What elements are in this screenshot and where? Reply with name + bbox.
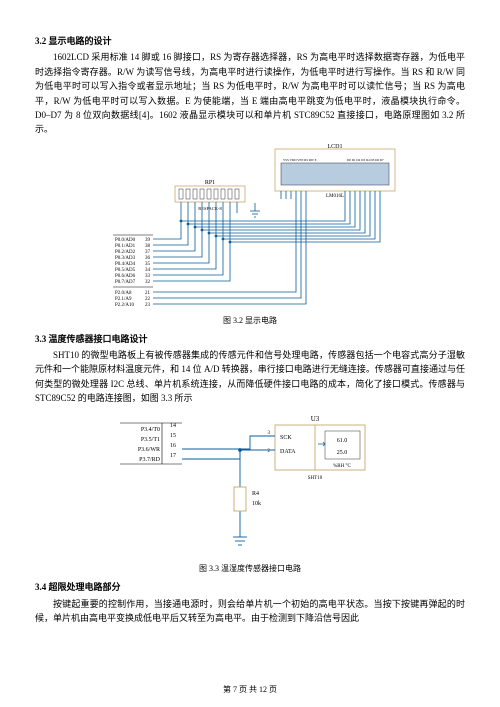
p36: P3.6/WR (138, 447, 160, 453)
u3-sub: SHT10 (308, 476, 323, 481)
p37: P3.7/RD (139, 457, 161, 463)
svg-text:35: 35 (145, 262, 151, 267)
p35: P3.5/T1 (141, 437, 160, 443)
rp-label: RP1 (205, 180, 215, 186)
svg-text:D0 D1 D2 D3 D4 D5 D6 D7: D0 D1 D2 D3 D4 D5 D6 D7 (347, 158, 384, 162)
r4-label: R4 (252, 491, 259, 497)
port-p02: P0.2/AD2 (115, 250, 136, 255)
port-p00: P0.0/AD0 (115, 238, 136, 243)
svg-text:22: 22 (145, 297, 151, 302)
u3-out1: 61.0 (337, 438, 348, 444)
svg-text:33: 33 (145, 274, 151, 279)
figure-32: LCD1 LM016L VSS VDD VEE RS RW E D0 D1 D2… (35, 141, 465, 311)
section-33-p1: SHT10 的微型电路板上有被传感器集成的传感元件和信号处理电路，传感器包括一个… (35, 348, 465, 406)
svg-text:34: 34 (145, 268, 151, 273)
port-p07: P0.7/AD7 (115, 280, 136, 285)
lcd-sub: LM016L (326, 194, 344, 199)
p34: P3.4/T0 (141, 427, 160, 433)
svg-text:36: 36 (145, 256, 151, 261)
svg-text:15: 15 (170, 433, 176, 439)
section-32-title: 3.2 显示电路的设计 (35, 34, 465, 48)
svg-text:16: 16 (170, 443, 176, 449)
svg-text:21: 21 (145, 291, 151, 296)
svg-text:37: 37 (145, 250, 151, 255)
figure-33-caption: 图 3.3 温湿度传感器接口电路 (35, 563, 465, 576)
u3-data: DATA (280, 449, 296, 455)
port-p20: P2.0/A8 (115, 291, 132, 296)
svg-text:23: 23 (145, 303, 151, 308)
port-p04: P0.4/AD4 (115, 262, 136, 267)
port-p03: P0.3/AD3 (115, 256, 136, 261)
page-footer: 第 7 页 共 12 页 (0, 684, 500, 697)
section-32-p1: 1602LCD 采用标准 14 脚或 16 脚接口，RS 为寄存器选择器，RS … (35, 50, 465, 136)
svg-text:17: 17 (170, 453, 176, 459)
svg-text:39: 39 (145, 238, 151, 243)
port-p22: P2.2/A10 (115, 303, 135, 308)
port-p21: P2.1/A9 (115, 297, 132, 302)
r4-val: 10k (252, 501, 261, 507)
figure-33: P3.4/T0 P3.5/T1 P3.6/WR P3.7/RD 14 15 16… (35, 409, 465, 559)
svg-text:38: 38 (145, 244, 151, 249)
section-33-title: 3.3 温度传感器接口电路设计 (35, 332, 465, 346)
svg-text:14: 14 (170, 423, 176, 429)
u3-sck: SCK (280, 435, 292, 441)
section-34-p1: 按键起重要的控制作用，当接通电源时，则会给单片机一个初始的高电平状态。当按下按键… (35, 597, 465, 626)
port-p01: P0.1/AD1 (115, 244, 136, 249)
u3-label: U3 (311, 415, 320, 423)
svg-text:32: 32 (145, 280, 151, 285)
port-p05: P0.5/AD5 (115, 268, 136, 273)
svg-text:VSS VDD VEE RS RW E: VSS VDD VEE RS RW E (283, 158, 317, 162)
u3-unit: %RH °C (333, 464, 351, 469)
u3-out2: 25.0 (337, 450, 348, 456)
port-p06: P0.6/AD6 (115, 274, 136, 279)
section-34-title: 3.4 超限处理电路部分 (35, 580, 465, 594)
lcd-label: LCD1 (328, 144, 343, 150)
svg-text:3: 3 (268, 431, 271, 436)
figure-32-caption: 图 3.2 显示电路 (35, 315, 465, 328)
